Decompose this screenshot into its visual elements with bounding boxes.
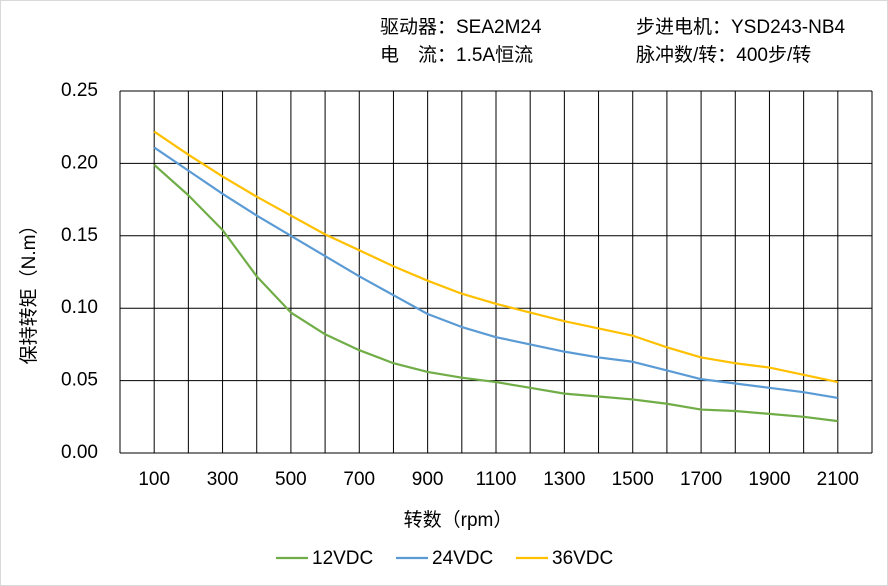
y-tick-label: 0.10 <box>61 297 98 318</box>
x-tick-label: 2100 <box>817 469 859 490</box>
y-tick-label: 0.20 <box>61 152 98 173</box>
info-text: 电 流：1.5A恒流 <box>380 44 533 66</box>
legend-label: 24VDC <box>432 548 493 569</box>
y-axis-label: 保持转矩（N.m） <box>18 216 40 365</box>
x-tick-label: 500 <box>275 469 307 490</box>
x-tick-label: 300 <box>207 469 239 490</box>
x-tick-label: 1500 <box>612 469 654 490</box>
line-series <box>153 164 838 423</box>
y-tick-label: 0.15 <box>61 225 98 246</box>
info-text: 步进电机：YSD243-NB4 <box>636 16 845 38</box>
y-tick-label: 0.25 <box>61 80 98 101</box>
line-series <box>153 130 839 384</box>
legend-label: 12VDC <box>312 548 373 569</box>
legend-label: 36VDC <box>552 548 613 569</box>
x-tick-label: 1300 <box>543 469 585 490</box>
info-text: 驱动器：SEA2M24 <box>380 16 542 38</box>
x-axis-label: 转数（rpm） <box>404 509 513 531</box>
x-tick-label: 1900 <box>748 469 790 490</box>
y-tick-label: 0.05 <box>61 370 98 391</box>
y-tick-label: 0.00 <box>61 442 98 463</box>
x-tick-label: 1700 <box>680 469 722 490</box>
line-series <box>153 146 839 400</box>
x-tick-label: 900 <box>412 469 444 490</box>
x-tick-label: 100 <box>138 469 170 490</box>
x-tick-label: 1100 <box>476 469 517 490</box>
x-tick-label: 700 <box>343 469 375 490</box>
info-text: 脉冲数/转：400步/转 <box>636 44 811 66</box>
